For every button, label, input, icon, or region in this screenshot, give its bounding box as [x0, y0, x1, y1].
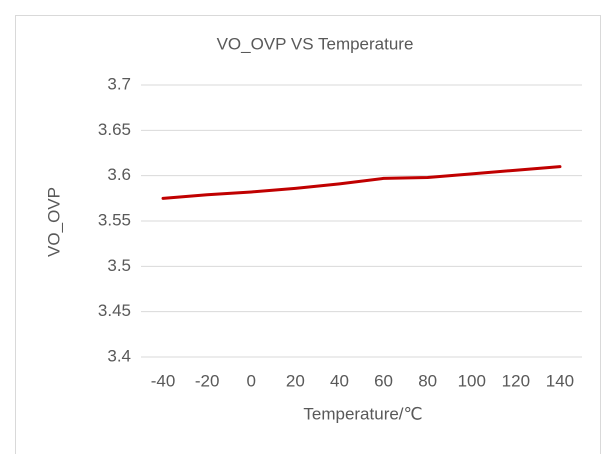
x-tick-label: 80: [418, 371, 437, 390]
x-tick-label: 40: [330, 371, 349, 390]
x-tick-label: 100: [458, 371, 486, 390]
x-tick-label: 60: [374, 371, 393, 390]
x-tick-label: -40: [151, 371, 176, 390]
x-tick-label: 0: [247, 371, 256, 390]
chart-title: VO_OVP VS Temperature: [217, 34, 414, 53]
y-axis-label: VO_OVP: [44, 187, 63, 257]
x-tick-label: 20: [286, 371, 305, 390]
y-tick-label: 3.65: [98, 120, 131, 139]
y-tick-label: 3.5: [107, 256, 131, 275]
y-tick-label: 3.6: [107, 165, 131, 184]
x-tick-label: 140: [546, 371, 574, 390]
x-tick-label: 120: [502, 371, 530, 390]
y-tick-label: 3.4: [107, 346, 131, 365]
data-line: [161, 165, 562, 200]
y-tick-label: 3.45: [98, 301, 131, 320]
y-tick-label: 3.7: [107, 74, 131, 93]
y-tick-label: 3.55: [98, 210, 131, 229]
chart-border: [15, 15, 601, 454]
x-tick-label: -20: [195, 371, 220, 390]
x-axis-label: Temperature/℃: [303, 404, 422, 423]
